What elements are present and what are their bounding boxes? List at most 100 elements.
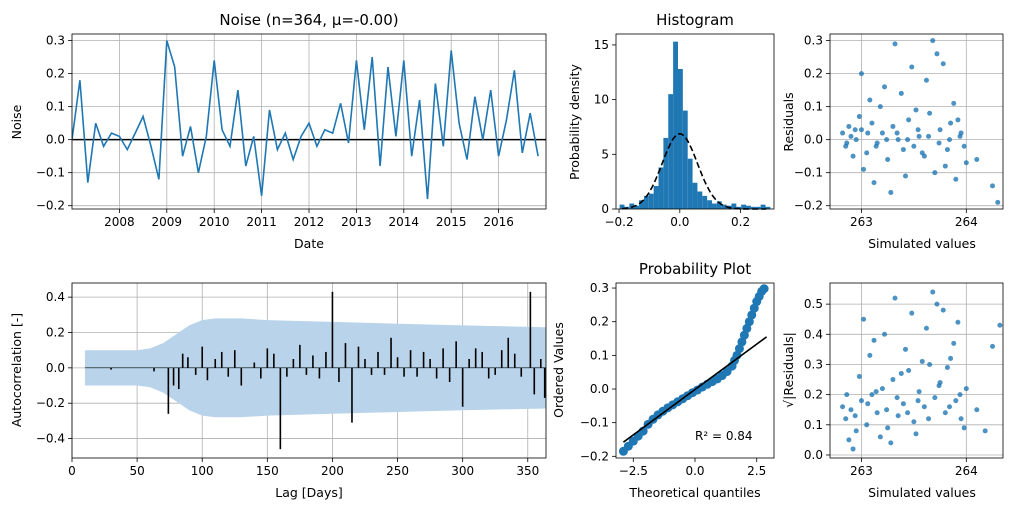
scatter-point	[926, 133, 932, 139]
scatter-point	[874, 410, 880, 416]
acf-ylabel: Autocorrelation [-]	[9, 313, 24, 427]
y-tick-label: 0.5	[804, 297, 823, 311]
scatter-point	[888, 189, 894, 195]
scatter-point	[915, 127, 921, 133]
y-tick-label: 0.0	[46, 133, 65, 147]
scatter-point	[916, 389, 922, 395]
y-tick-label: 0.0	[804, 133, 823, 147]
sqrt-residuals-ylabel: √|Residuals|	[781, 332, 796, 408]
axes-frame	[71, 33, 547, 210]
quantile-point	[759, 284, 769, 294]
x-tick-label: 200	[321, 464, 344, 478]
scatter-point	[852, 127, 858, 133]
scatter-point	[990, 343, 996, 349]
x-tick-label: 263	[850, 464, 873, 478]
x-tick-label: 150	[256, 464, 279, 478]
scatter-point	[894, 395, 900, 401]
scatter-point	[864, 422, 870, 428]
scatter-point	[955, 319, 961, 325]
scatter-point	[951, 100, 957, 106]
x-tick-label: 2016	[483, 215, 514, 229]
probability-plot-ylabel: Ordered Values	[551, 322, 566, 418]
scatter-point	[951, 340, 957, 346]
x-tick-label: 0	[68, 464, 76, 478]
y-tick-label: 0.0	[46, 361, 65, 375]
y-tick-label: 0	[601, 202, 609, 216]
x-tick-label: 0.0	[670, 215, 689, 229]
scatter-point	[937, 127, 943, 133]
scatter-point	[890, 123, 896, 129]
residuals-panel: Simulated values Residuals 263 264 −0.2 −0.…	[781, 33, 1004, 251]
y-tick-label: −0.2	[36, 199, 65, 213]
scatter-point	[865, 130, 871, 136]
histogram-bar	[712, 203, 717, 209]
scatter-point	[940, 307, 946, 313]
scatter-point	[844, 140, 850, 146]
scatter-point	[867, 97, 873, 103]
scatter-point	[843, 416, 849, 422]
histogram-bar	[760, 204, 766, 209]
histogram-bar	[697, 191, 703, 209]
scatter-point	[895, 413, 901, 419]
scatter-point	[948, 355, 954, 361]
fit-line	[622, 336, 768, 443]
histogram-bar	[716, 201, 722, 209]
scatter-point	[898, 371, 904, 377]
autocorrelation-panel: Lag [Days] Autocorrelation [-] 0 50 100 150…	[9, 282, 547, 500]
probability-plot-panel: Probability Plot Theoretical quantiles O…	[551, 260, 775, 500]
scatter-point	[861, 316, 867, 322]
scatter-point	[974, 407, 980, 413]
histogram-bar	[653, 186, 659, 209]
x-tick-label: 2012	[294, 215, 325, 229]
scatter-point	[895, 137, 901, 143]
y-tick-label: 15	[594, 38, 609, 52]
scatter-point	[932, 395, 938, 401]
y-tick-label: 0.2	[804, 67, 823, 81]
noise-series-line	[72, 40, 539, 200]
scatter-point	[934, 301, 940, 307]
x-tick-label: −0.2	[604, 215, 633, 229]
scatter-point	[997, 322, 1003, 328]
axes-frame	[615, 282, 775, 459]
scatter-point	[885, 425, 891, 431]
histogram-bar	[663, 137, 669, 209]
scatter-point	[900, 401, 906, 407]
scatter-point	[848, 407, 854, 413]
x-tick-label: 2015	[436, 215, 467, 229]
scatter-point	[888, 440, 894, 446]
scatter-point	[864, 150, 870, 156]
axes-frame	[829, 33, 1004, 210]
scatter-point	[894, 130, 900, 136]
scatter-point	[858, 71, 864, 77]
scatter-point	[927, 110, 933, 116]
scatter-point	[844, 392, 850, 398]
scatter-point	[990, 183, 996, 189]
histogram-bar	[746, 205, 751, 209]
scatter-point	[947, 137, 953, 143]
y-tick-label: 5	[601, 147, 609, 161]
scatter-point	[871, 180, 877, 186]
y-tick-label: −0.2	[36, 396, 65, 410]
probability-plot-title: Probability Plot	[639, 260, 751, 278]
scatter-point	[861, 166, 867, 172]
scatter-point	[953, 398, 959, 404]
noise-panel: Noise (n=364, μ=-0.00) Date Noise 2008 20…	[9, 11, 547, 251]
scatter-point	[909, 64, 915, 70]
axes-frame	[615, 33, 775, 210]
scatter-point	[856, 114, 862, 120]
scatter-point	[906, 368, 912, 373]
probability-plot-xlabel: Theoretical quantiles	[628, 485, 760, 500]
scatter-point	[953, 176, 959, 182]
scatter-point	[944, 147, 950, 153]
scatter-point	[926, 416, 932, 422]
scatter-point	[963, 160, 969, 166]
histogram-bar	[639, 200, 644, 209]
scatter-point	[932, 170, 938, 176]
histogram-bar	[668, 94, 674, 209]
scatter-point	[840, 404, 846, 410]
scatter-point	[865, 401, 871, 407]
histogram-bar	[643, 195, 649, 209]
scatter-point	[936, 140, 942, 146]
y-tick-label: −0.1	[794, 166, 823, 180]
